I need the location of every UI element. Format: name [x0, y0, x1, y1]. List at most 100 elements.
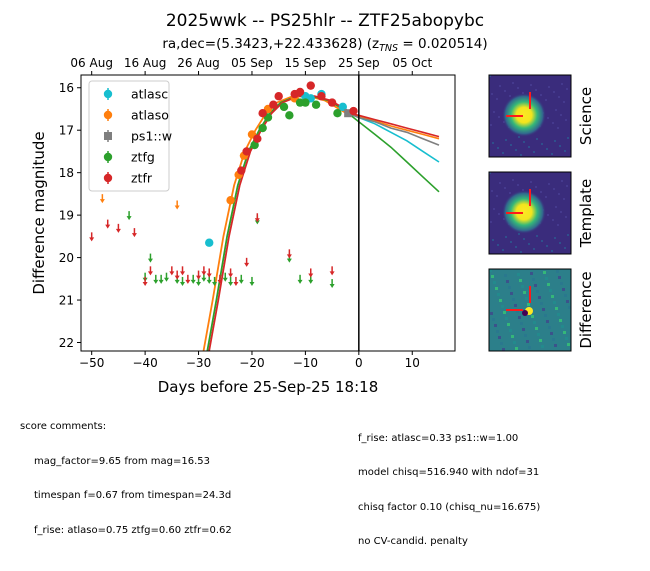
upper-limit-ztfr [142, 276, 148, 286]
cutout-noise [513, 341, 516, 344]
cutout-noise [523, 291, 526, 294]
cutout-noise [563, 331, 566, 334]
y-tick-label: 18 [59, 166, 74, 180]
upper-limit-head [217, 279, 223, 284]
upper-limit-ztfg [147, 253, 153, 263]
data-point-ztfr [317, 92, 326, 101]
upper-limit-ztfr [244, 257, 250, 267]
cutout-noise [562, 288, 565, 291]
cutout-noise [548, 86, 550, 88]
cutout-noise [490, 312, 493, 315]
cutout-noise [550, 332, 553, 335]
cutout-noise [533, 151, 535, 153]
cutout-noise [502, 152, 504, 154]
y-tick-label: 19 [59, 209, 74, 223]
cutout-noise [516, 310, 519, 313]
cutout-noise [509, 95, 511, 97]
cutout-noise [546, 148, 548, 150]
top-tick-label: 16 Aug [124, 56, 167, 70]
upper-limit-ztfg [153, 274, 159, 284]
cutout-noise [566, 300, 569, 303]
top-tick-label: 26 Aug [177, 56, 220, 70]
legend-label: ztfg [131, 150, 155, 165]
cutout-noise [545, 196, 547, 198]
upper-limit-ztfr [201, 266, 207, 276]
x-tick-label: −10 [293, 356, 318, 370]
model-curve-atlaso [347, 112, 440, 140]
cutout-noise [530, 181, 532, 183]
upper-limit-head [180, 281, 186, 286]
cutout-noise [530, 84, 532, 86]
cutout-noise [512, 179, 514, 181]
legend-entry: ztfg [103, 150, 155, 165]
y-tick-label: 21 [59, 294, 74, 308]
cutout-noise [541, 143, 543, 145]
data-point-ztfg [333, 109, 342, 118]
upper-limit-head [206, 279, 212, 284]
chart-subtitle: ra,dec=(5.3423,+22.433628) (zTNS = 0.020… [162, 36, 487, 54]
cutout-noise [530, 272, 533, 275]
cutout-noise [567, 343, 570, 346]
cutout-noise [533, 321, 536, 324]
cutout-noise [518, 316, 521, 319]
data-point-atlasc [205, 238, 214, 247]
data-point-ztfg [285, 111, 294, 120]
cutout-noise [496, 98, 498, 100]
cutout-noise [564, 247, 566, 249]
cutout-noise [554, 344, 557, 347]
cutout-noise [536, 290, 539, 293]
cutout-noise [491, 275, 494, 278]
cutout-noise [512, 298, 515, 301]
upper-limit-head [201, 277, 207, 282]
model-curve-ps1::w [347, 112, 440, 146]
upper-limit-ztfr [180, 266, 186, 276]
plot-area [89, 75, 440, 351]
upper-limit-head [142, 281, 148, 286]
cutout-noise [558, 276, 561, 279]
cutout-noise [565, 119, 567, 121]
upper-limit-head [308, 273, 314, 278]
cutout-noise [554, 140, 556, 142]
cutout-noise [539, 339, 542, 342]
upper-limit-head [206, 273, 212, 278]
cutout-noise [559, 319, 562, 322]
cutout-noise [510, 144, 512, 146]
upper-limit-ztfg [222, 272, 228, 282]
cutout-noise [510, 241, 512, 243]
upper-limit-head [201, 271, 207, 276]
data-point-ztfr [253, 134, 262, 143]
data-point-ztfr [274, 92, 283, 101]
y-axis-label: Difference magnitude [30, 131, 48, 294]
cutout-noise [560, 211, 562, 213]
data-point-ztfr [242, 147, 251, 156]
cutout-noise [561, 325, 564, 328]
cutout-noise [502, 249, 504, 251]
cutout-noise [557, 224, 559, 226]
cutout-noise [490, 221, 492, 223]
cutout-noise [552, 122, 554, 124]
legend-marker [103, 110, 113, 120]
cutout-noise [566, 88, 568, 90]
cutout-source [522, 310, 528, 316]
cutout-noise [567, 137, 569, 139]
upper-limit-ztfg [126, 211, 132, 221]
cutout-noise [491, 190, 493, 192]
upper-limit-ztfg [297, 274, 303, 284]
cutout-noise [552, 219, 554, 221]
score-comment-line: mag_factor=9.65 from mag=16.53 [34, 455, 211, 467]
cutout-noise [496, 195, 498, 197]
cutout-noise [528, 346, 531, 349]
cutout-source [502, 190, 546, 234]
figure: 2025wwk -- PS25hlr -- ZTF25abopybc ra,de… [30, 11, 595, 396]
cutout-noise [541, 345, 544, 348]
legend-marker [103, 152, 113, 162]
score-comments-header: score comments: [20, 421, 107, 432]
cutout-noise [505, 139, 507, 141]
legend-entry: atlaso [103, 108, 169, 123]
upper-limit-ztfr [115, 223, 121, 233]
cutout-noise [522, 189, 524, 191]
data-point-ztfr [295, 87, 305, 97]
cutout-noise [489, 172, 491, 174]
cutout-noise [553, 188, 555, 190]
upper-limit-head [99, 199, 105, 204]
